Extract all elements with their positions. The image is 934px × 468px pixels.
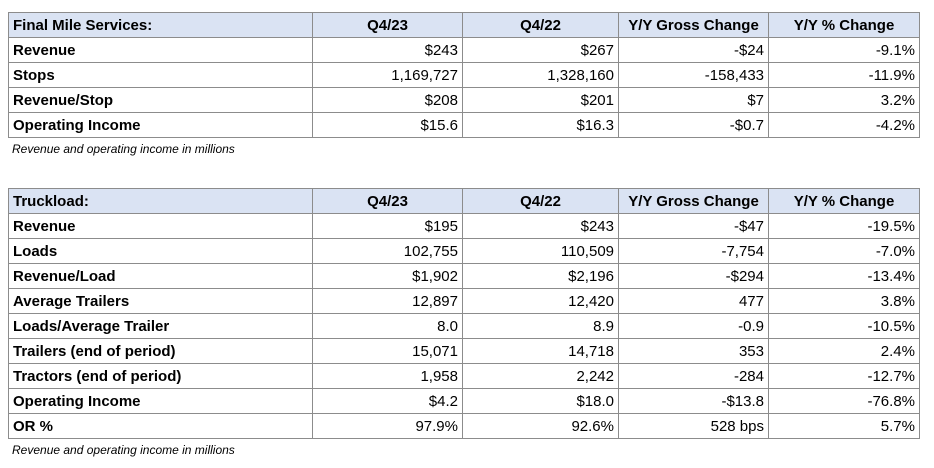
cell: -$24 xyxy=(618,37,769,63)
cell: $16.3 xyxy=(462,112,619,138)
cell: Q4/22 xyxy=(462,188,619,214)
data-row: Average Trailers 12,897 12,420 477 3.8% xyxy=(8,288,920,314)
cell: $243 xyxy=(312,37,463,63)
cell: 12,897 xyxy=(312,288,463,314)
cell: $243 xyxy=(462,213,619,239)
cell: 477 xyxy=(618,288,769,314)
footnote: Revenue and operating income in millions xyxy=(12,443,235,457)
header-row: Final Mile Services: Q4/23 Q4/22 Y/Y Gross … xyxy=(8,12,920,38)
cell: $15.6 xyxy=(312,112,463,138)
row-label: Operating Income xyxy=(8,112,313,138)
row-label: Tractors (end of period) xyxy=(8,363,313,389)
cell: -9.1% xyxy=(768,37,920,63)
cell: $7 xyxy=(618,87,769,113)
cell: 528 bps xyxy=(618,413,769,439)
data-row: Loads 102,755 110,509 -7,754 -7.0% xyxy=(8,238,920,264)
cell: $267 xyxy=(462,37,619,63)
data-row: Revenue/Stop $208 $201 $7 3.2% xyxy=(8,87,920,113)
row-label: Final Mile Services: xyxy=(8,12,313,38)
cell: 3.2% xyxy=(768,87,920,113)
cell: Q4/23 xyxy=(312,12,463,38)
data-row: OR % 97.9% 92.6% 528 bps 5.7% xyxy=(8,413,920,439)
data-row: Trailers (end of period) 15,071 14,718 353 2… xyxy=(8,338,920,364)
cell: 8.9 xyxy=(462,313,619,339)
row-label: Operating Income xyxy=(8,388,313,414)
row-label: Average Trailers xyxy=(8,288,313,314)
cell: -13.4% xyxy=(768,263,920,289)
data-row: Revenue $243 $267 -$24 -9.1% xyxy=(8,37,920,63)
cell: 1,169,727 xyxy=(312,62,463,88)
row-label: Stops xyxy=(8,62,313,88)
row-label: Revenue/Load xyxy=(8,263,313,289)
data-row: Revenue $195 $243 -$47 -19.5% xyxy=(8,213,920,239)
row-label: Revenue xyxy=(8,213,313,239)
row-label: OR % xyxy=(8,413,313,439)
cell: -$294 xyxy=(618,263,769,289)
cell: 2.4% xyxy=(768,338,920,364)
cell: -0.9 xyxy=(618,313,769,339)
cell: $2,196 xyxy=(462,263,619,289)
data-row: Revenue/Load $1,902 $2,196 -$294 -13.4% xyxy=(8,263,920,289)
cell: Y/Y Gross Change xyxy=(618,188,769,214)
cell: $208 xyxy=(312,87,463,113)
cell: -7,754 xyxy=(618,238,769,264)
data-row: Loads/Average Trailer 8.0 8.9 -0.9 -10.5% xyxy=(8,313,920,339)
cell: $18.0 xyxy=(462,388,619,414)
cell: -4.2% xyxy=(768,112,920,138)
cell: -10.5% xyxy=(768,313,920,339)
data-row: Operating Income $15.6 $16.3 -$0.7 -4.2% xyxy=(8,112,920,138)
cell: 8.0 xyxy=(312,313,463,339)
cell: Y/Y % Change xyxy=(768,12,920,38)
cell: Q4/23 xyxy=(312,188,463,214)
data-row: Tractors (end of period) 1,958 2,242 -284 -1… xyxy=(8,363,920,389)
cell: 102,755 xyxy=(312,238,463,264)
row-label: Truckload: xyxy=(8,188,313,214)
cell: 97.9% xyxy=(312,413,463,439)
data-row: Stops 1,169,727 1,328,160 -158,433 -11.9% xyxy=(8,62,920,88)
cell: -11.9% xyxy=(768,62,920,88)
cell: $4.2 xyxy=(312,388,463,414)
row-label: Revenue xyxy=(8,37,313,63)
cell: $1,902 xyxy=(312,263,463,289)
cell: Y/Y Gross Change xyxy=(618,12,769,38)
cell: 353 xyxy=(618,338,769,364)
cell: 2,242 xyxy=(462,363,619,389)
cell: -7.0% xyxy=(768,238,920,264)
cell: 12,420 xyxy=(462,288,619,314)
cell: Y/Y % Change xyxy=(768,188,920,214)
cell: $195 xyxy=(312,213,463,239)
cell: -284 xyxy=(618,363,769,389)
cell: -12.7% xyxy=(768,363,920,389)
cell: -$0.7 xyxy=(618,112,769,138)
cell: -$47 xyxy=(618,213,769,239)
truckload-table-block: Truckload: Q4/23 Q4/22 Y/Y Gross Change Y/Y … xyxy=(8,188,920,457)
footnote: Revenue and operating income in millions xyxy=(12,142,235,156)
cell: 15,071 xyxy=(312,338,463,364)
cell: -158,433 xyxy=(618,62,769,88)
header-row: Truckload: Q4/23 Q4/22 Y/Y Gross Change Y/Y … xyxy=(8,188,920,214)
cell: 5.7% xyxy=(768,413,920,439)
cell: 3.8% xyxy=(768,288,920,314)
cell: -$13.8 xyxy=(618,388,769,414)
row-label: Trailers (end of period) xyxy=(8,338,313,364)
cell: 1,958 xyxy=(312,363,463,389)
final-mile-table-block: Final Mile Services: Q4/23 Q4/22 Y/Y Gross … xyxy=(8,12,920,156)
table: Final Mile Services: Q4/23 Q4/22 Y/Y Gross … xyxy=(8,12,920,138)
cell: 14,718 xyxy=(462,338,619,364)
cell: 92.6% xyxy=(462,413,619,439)
cell: $201 xyxy=(462,87,619,113)
data-row: Operating Income $4.2 $18.0 -$13.8 -76.8% xyxy=(8,388,920,414)
cell: Q4/22 xyxy=(462,12,619,38)
row-label: Loads xyxy=(8,238,313,264)
table: Truckload: Q4/23 Q4/22 Y/Y Gross Change Y/Y … xyxy=(8,188,920,439)
cell: -76.8% xyxy=(768,388,920,414)
cell: 110,509 xyxy=(462,238,619,264)
cell: -19.5% xyxy=(768,213,920,239)
row-label: Loads/Average Trailer xyxy=(8,313,313,339)
cell: 1,328,160 xyxy=(462,62,619,88)
row-label: Revenue/Stop xyxy=(8,87,313,113)
